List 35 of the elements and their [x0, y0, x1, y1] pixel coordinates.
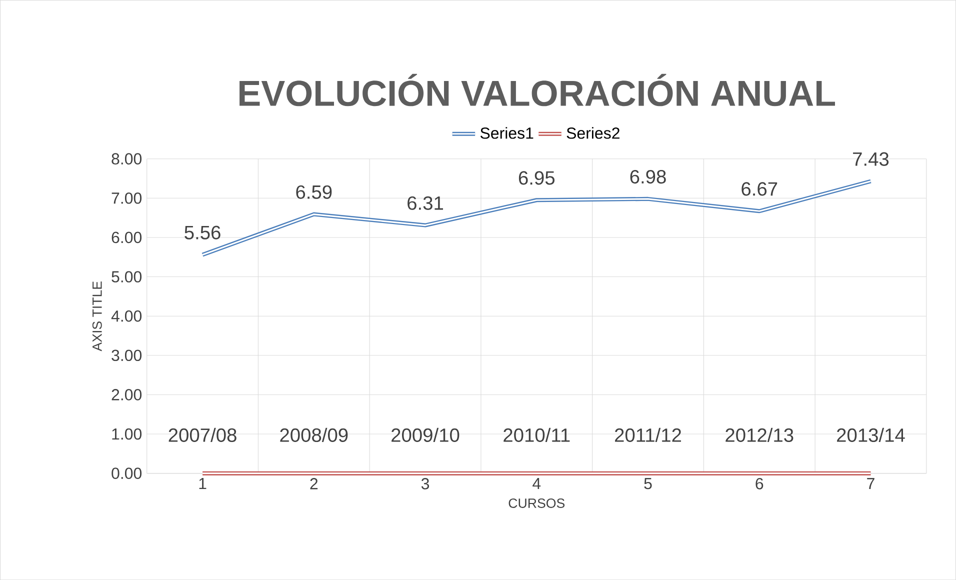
- data-label: 6.95: [518, 171, 554, 185]
- data-label: 2008/09: [280, 428, 348, 442]
- x-tick-label: 1: [199, 478, 206, 489]
- y-tick-label: 1.00: [112, 428, 142, 440]
- data-label: 2009/10: [392, 428, 460, 442]
- y-tick-label: 3.00: [112, 350, 142, 361]
- y-tick-label: 7.00: [112, 192, 142, 204]
- chart-title: EVOLUCIÓN VALORACIÓN ANUAL: [240, 74, 835, 106]
- x-tick-label: 7: [867, 478, 874, 489]
- y-tick-label: 2.00: [112, 388, 142, 400]
- data-label: 7.43: [853, 152, 889, 166]
- data-label: 6.98: [630, 170, 666, 184]
- data-label: 6.31: [408, 196, 444, 210]
- x-tick-label: 2: [310, 478, 318, 490]
- data-label: 6.67: [742, 182, 778, 196]
- data-label: 6.59: [296, 185, 332, 199]
- y-axis-title: AXIS TITLE: [92, 281, 102, 352]
- y-tick-label: 6.00: [112, 232, 142, 244]
- y-tick-label: 4.00: [111, 310, 142, 322]
- y-tick-label: 5.00: [112, 271, 142, 282]
- x-axis-title: CURSOS: [508, 498, 565, 508]
- x-tick-label: 5: [644, 478, 652, 490]
- x-tick-label: 3: [421, 478, 430, 490]
- data-label: 2007/08: [168, 428, 236, 442]
- y-tick-label: 8.00: [112, 153, 142, 164]
- data-label: 5.56: [184, 226, 220, 240]
- legend-label: Series2: [566, 126, 620, 139]
- data-label: 2010/11: [504, 428, 570, 442]
- data-label: 2011/12: [614, 428, 681, 442]
- y-tick-label: 0.00: [112, 468, 142, 479]
- x-tick-label: 6: [756, 478, 764, 490]
- x-tick-label: 4: [532, 478, 541, 489]
- data-label: 2013/14: [837, 428, 905, 442]
- data-label: 2012/13: [726, 428, 794, 442]
- legend-label: Series1: [480, 126, 534, 139]
